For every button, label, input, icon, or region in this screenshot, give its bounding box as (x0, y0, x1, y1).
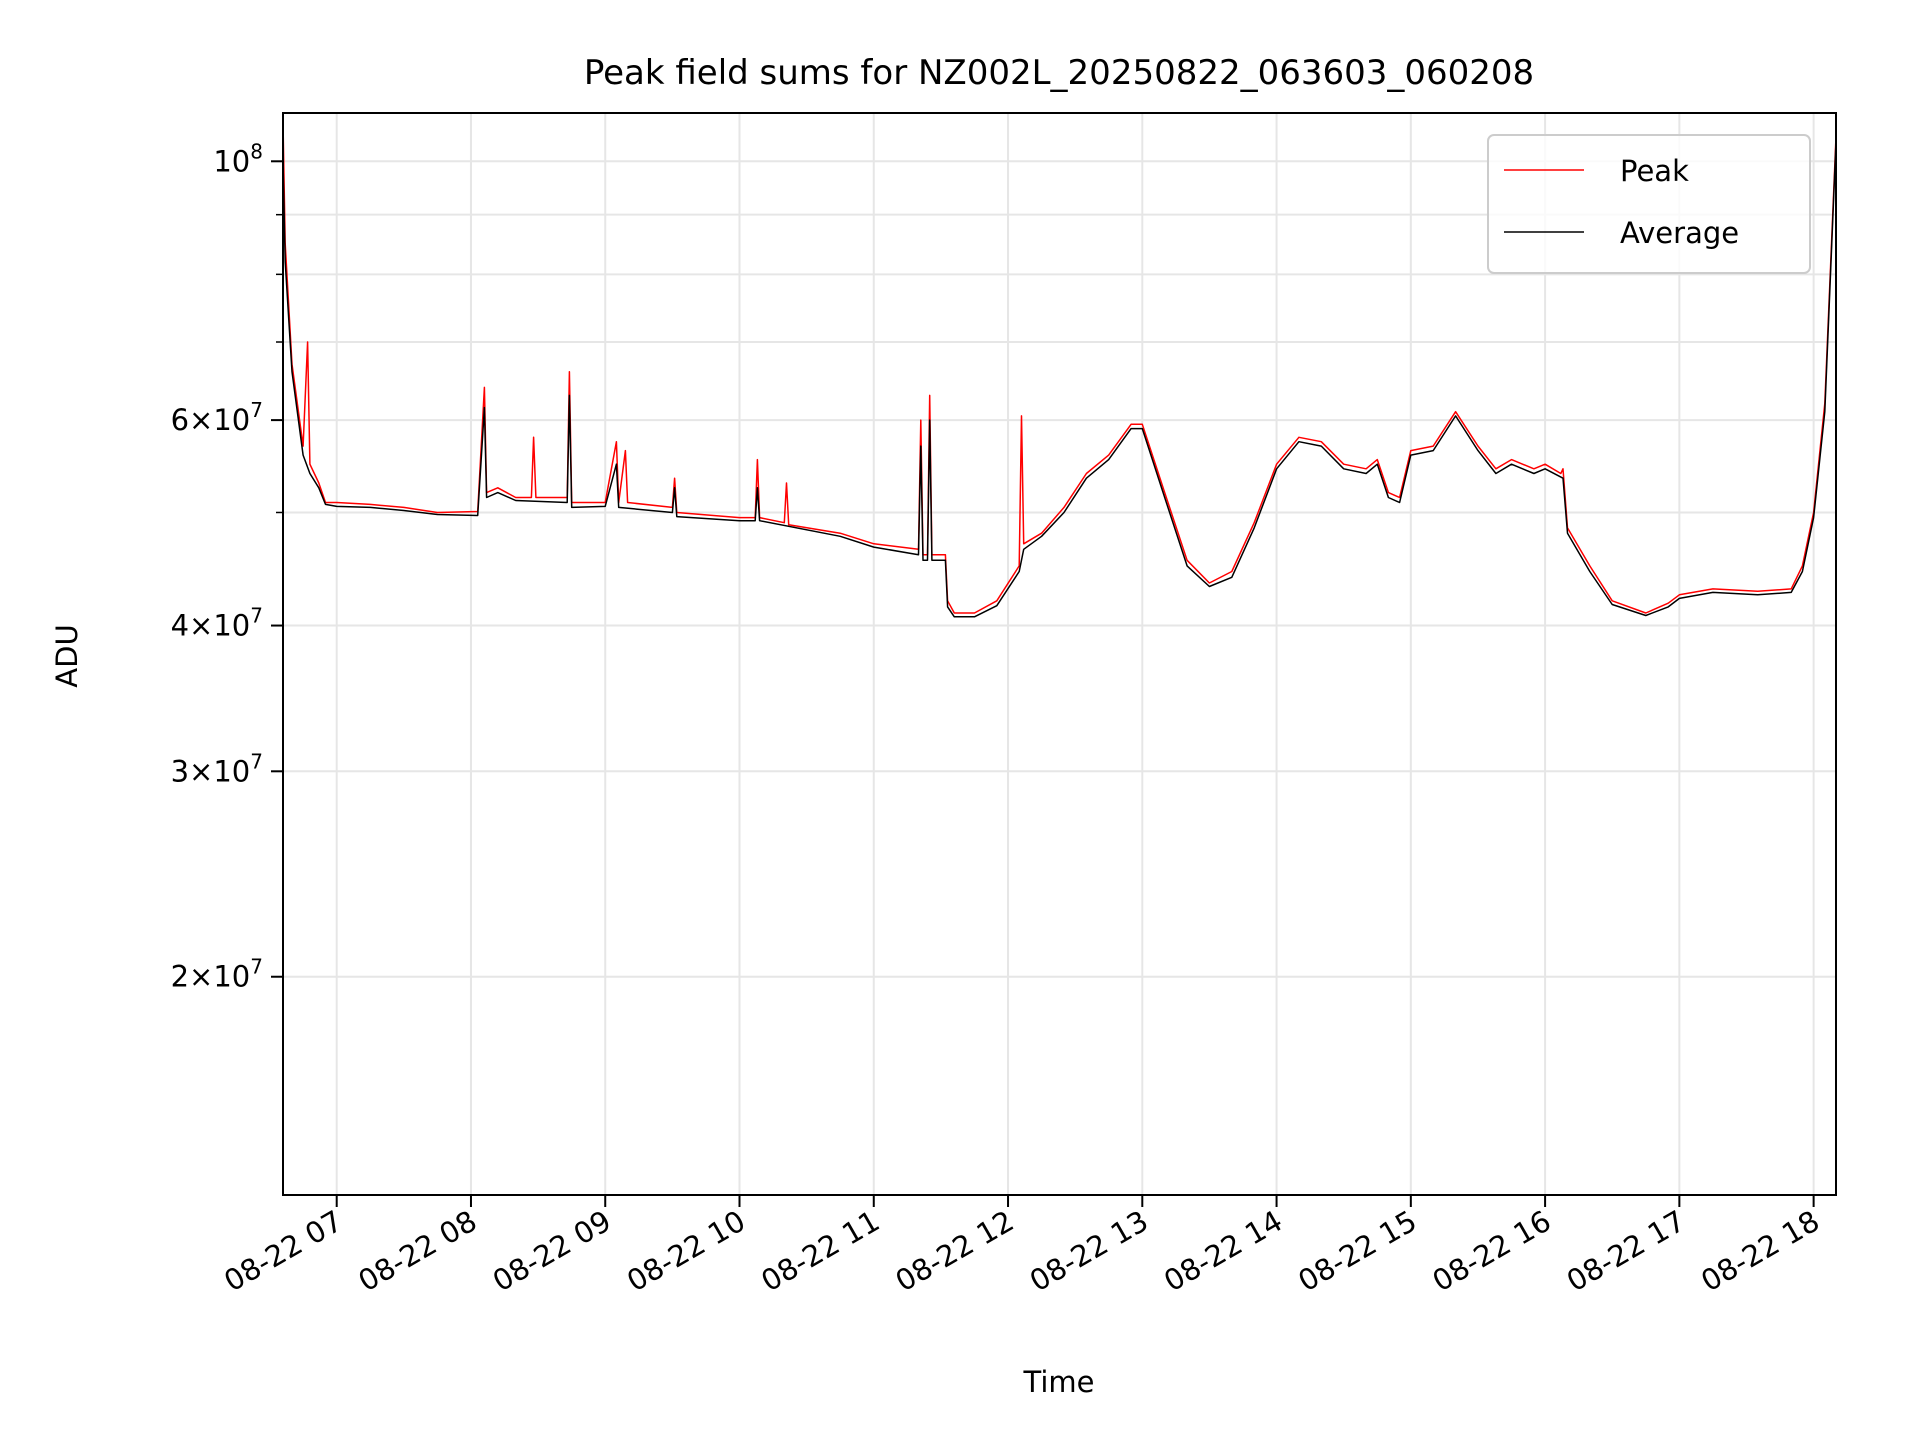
y-axis-label: ADU (50, 624, 84, 687)
legend-peak-label: Peak (1620, 154, 1689, 188)
y-tick-label: 2×107 (171, 955, 263, 994)
x-axis-label: Time (1023, 1365, 1095, 1399)
chart-title: Peak field sums for NZ002L_20250822_0636… (584, 53, 1534, 93)
x-tick-label: 08-22 11 (755, 1204, 885, 1299)
plot-frame (282, 112, 1837, 1196)
x-tick-label: 08-22 12 (890, 1204, 1020, 1299)
x-tick-label: 08-22 15 (1292, 1204, 1422, 1299)
x-tick-label: 08-22 17 (1561, 1204, 1691, 1299)
series-layer (282, 122, 1837, 618)
x-tick-label: 08-22 18 (1695, 1204, 1825, 1299)
x-tick-label: 08-22 16 (1427, 1204, 1557, 1299)
x-tick-label: 08-22 09 (487, 1204, 617, 1299)
x-tick-label: 08-22 07 (218, 1204, 348, 1299)
tick-layer: 08-22 07 08-22 08 08-22 09 08-22 10 08-22 11… (171, 139, 1826, 1298)
y-tick-label: 4×107 (171, 604, 263, 643)
x-tick-label: 08-22 08 (353, 1204, 483, 1299)
grid-layer (283, 113, 1836, 1195)
y-tick-label: 6×107 (171, 398, 263, 437)
x-tick-label: 08-22 14 (1158, 1204, 1288, 1299)
legend-average-label: Average (1620, 216, 1739, 250)
y-tick-label: 108 (213, 139, 263, 178)
x-tick-label: 08-22 10 (621, 1204, 751, 1299)
y-tick-label: 3×107 (171, 749, 263, 788)
series-line-average (282, 141, 1837, 618)
legend: Peak Average (1487, 134, 1811, 274)
x-tick-label: 08-22 13 (1024, 1204, 1154, 1299)
series-line-peak (282, 122, 1837, 614)
